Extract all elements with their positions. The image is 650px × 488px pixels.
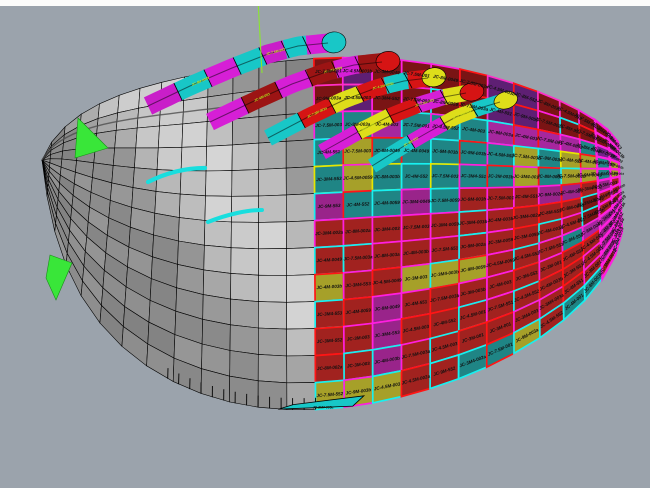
svg-text:JC-4M-003: JC-4M-003	[375, 121, 399, 127]
svg-text:JC-7.5M-001: JC-7.5M-001	[315, 68, 342, 74]
svg-text:JC-4M-551: JC-4M-551	[317, 149, 341, 155]
svg-text:JC-3M4-551: JC-3M4-551	[461, 173, 487, 179]
svg-text:JC-3M4-0049: JC-3M4-0049	[402, 199, 431, 205]
svg-text:JC-7.5M-001: JC-7.5M-001	[487, 195, 514, 201]
svg-text:JC-7.5M-003: JC-7.5M-003	[344, 148, 371, 154]
svg-text:JC-4M-552: JC-4M-552	[405, 174, 428, 179]
svg-text:JC-4.5M-003: JC-4.5M-003	[344, 95, 371, 100]
svg-text:JC-9M-003a: JC-9M-003a	[316, 95, 342, 101]
svg-text:JC-3M4-001: JC-3M4-001	[513, 174, 539, 180]
svg-text:JC-4M-0059: JC-4M-0059	[374, 200, 400, 206]
svg-text:JC-9M-003b: JC-9M-003b	[460, 197, 486, 202]
svg-text:JC-7.5M-003: JC-7.5M-003	[432, 173, 459, 179]
svg-text:JC-3M4-005a: JC-3M4-005a	[313, 405, 334, 409]
svg-text:JC-8M-003b: JC-8M-003b	[374, 174, 400, 179]
svg-text:JC-4M-551: JC-4M-551	[515, 194, 539, 200]
svg-text:JC-4.5M-0059: JC-4.5M-0059	[343, 175, 373, 181]
svg-text:JC-4.5M-003b: JC-4.5M-003b	[343, 68, 373, 74]
svg-text:JC-9M-003a: JC-9M-003a	[345, 122, 371, 127]
svg-text:JC-8M-0049: JC-8M-0049	[374, 148, 400, 153]
svg-text:JC-4M-0049: JC-4M-0049	[403, 148, 429, 154]
svg-text:JC-7.5M-0059: JC-7.5M-0059	[430, 198, 460, 204]
